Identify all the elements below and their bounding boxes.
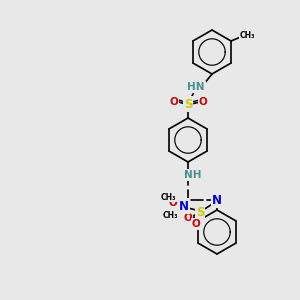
Text: CH₃: CH₃ bbox=[239, 32, 255, 40]
Text: N: N bbox=[212, 194, 222, 206]
Text: S: S bbox=[196, 206, 204, 218]
Text: N: N bbox=[179, 200, 189, 212]
Text: S: S bbox=[184, 98, 192, 110]
Text: CH₃: CH₃ bbox=[160, 193, 176, 202]
Text: O: O bbox=[169, 97, 178, 107]
Text: NH: NH bbox=[184, 170, 202, 180]
Text: HN: HN bbox=[187, 82, 205, 92]
Text: O: O bbox=[199, 97, 207, 107]
Text: O: O bbox=[169, 198, 177, 208]
Text: O: O bbox=[192, 219, 200, 229]
Text: CH₃: CH₃ bbox=[162, 212, 178, 220]
Text: O: O bbox=[184, 213, 192, 223]
